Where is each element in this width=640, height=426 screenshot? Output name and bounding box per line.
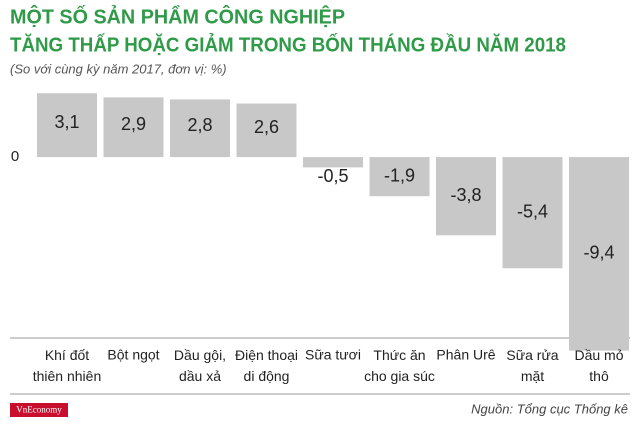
value-label: 3,1 <box>54 112 79 132</box>
source: Nguồn: Tổng cục Thống kê <box>471 401 628 416</box>
value-label: -3,8 <box>450 185 481 205</box>
y-tick-label: 0 <box>11 148 19 165</box>
bar <box>369 157 430 197</box>
brand-box <box>10 403 68 417</box>
bar <box>103 97 164 158</box>
x-tick-label: Sữa rửa mặt <box>506 347 558 384</box>
bar <box>236 103 297 158</box>
x-tick-label: Khí đốt thiên nhiên <box>33 347 102 384</box>
chart-title: MỘT SỐ SẢN PHẨM CÔNG NGHIỆP <box>10 4 345 28</box>
chart-subtitle: (So với cùng kỳ năm 2017, đơn vị: %) <box>10 61 227 76</box>
x-tick-label: Thức ăn cho gia súc <box>364 347 435 384</box>
x-tick-label: Dầu mỏ thô <box>574 347 623 384</box>
bar <box>303 157 363 168</box>
value-label: -0,5 <box>317 166 348 186</box>
x-tick-label: Phân Urê <box>436 347 495 363</box>
value-label: 2,6 <box>254 117 279 137</box>
bar <box>170 99 230 158</box>
value-label: -9,4 <box>583 243 614 263</box>
x-tick-label: Dầu gội, dầu xả <box>174 347 226 384</box>
x-tick-label: Bột ngọt <box>107 347 159 363</box>
value-label: 2,8 <box>187 115 212 135</box>
chart-title: TĂNG THẤP HOẶC GIẢM TRONG BỐN THÁNG ĐẦU … <box>10 32 566 56</box>
x-tick-label: Sữa tươi <box>305 347 361 363</box>
bar <box>502 157 563 269</box>
bar <box>569 157 629 351</box>
bar <box>37 93 97 158</box>
bar <box>436 157 496 236</box>
value-label: -5,4 <box>517 201 548 221</box>
brand: VnEconomy <box>16 405 62 415</box>
x-tick-label: Điện thoại di động <box>235 347 298 384</box>
value-label: -1,9 <box>384 165 415 185</box>
value-label: 2,9 <box>121 114 146 134</box>
